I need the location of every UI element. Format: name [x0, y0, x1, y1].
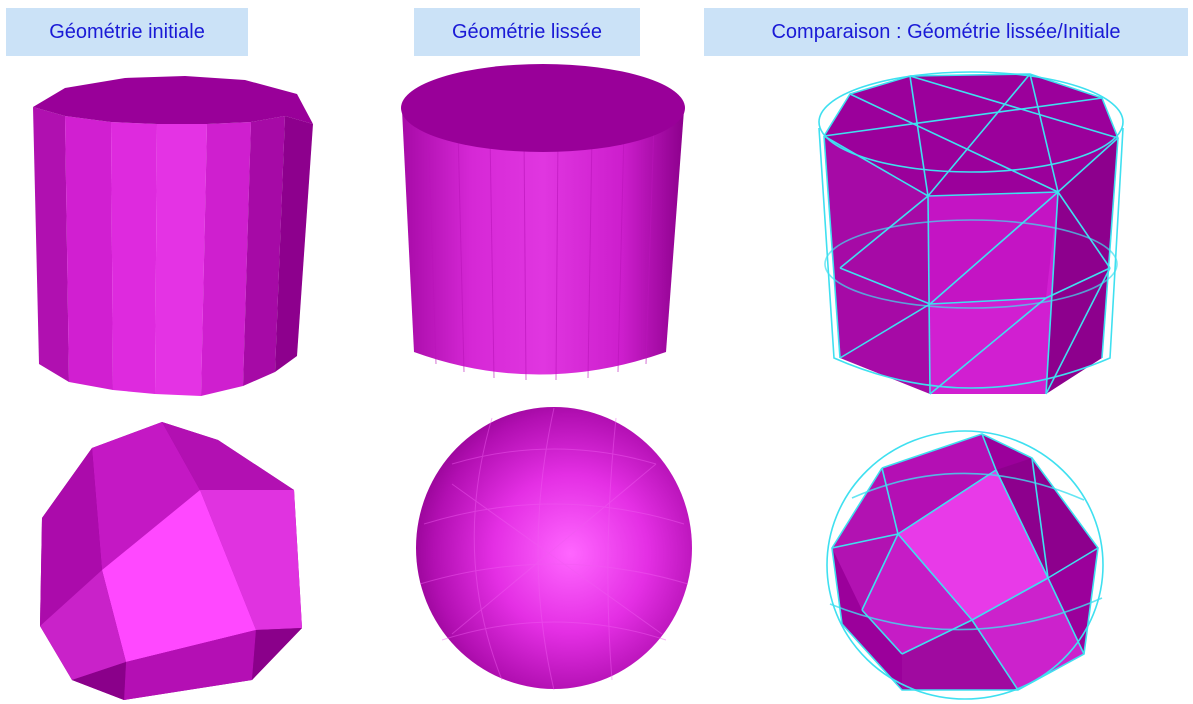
- initial-icosahedron: [40, 422, 302, 700]
- smoothed-cylinder: [401, 64, 685, 381]
- smoothed-sphere: [416, 407, 692, 691]
- label-comparison: Comparaison : Géométrie lissée/Initiale: [704, 8, 1188, 56]
- comparison-icosahedron: [826, 430, 1104, 700]
- label-initial-geometry: Géométrie initiale: [6, 8, 248, 56]
- initial-cylinder: [33, 76, 313, 396]
- label-smoothed-geometry: Géométrie lissée: [414, 8, 640, 56]
- comparison-cylinder: [818, 71, 1124, 395]
